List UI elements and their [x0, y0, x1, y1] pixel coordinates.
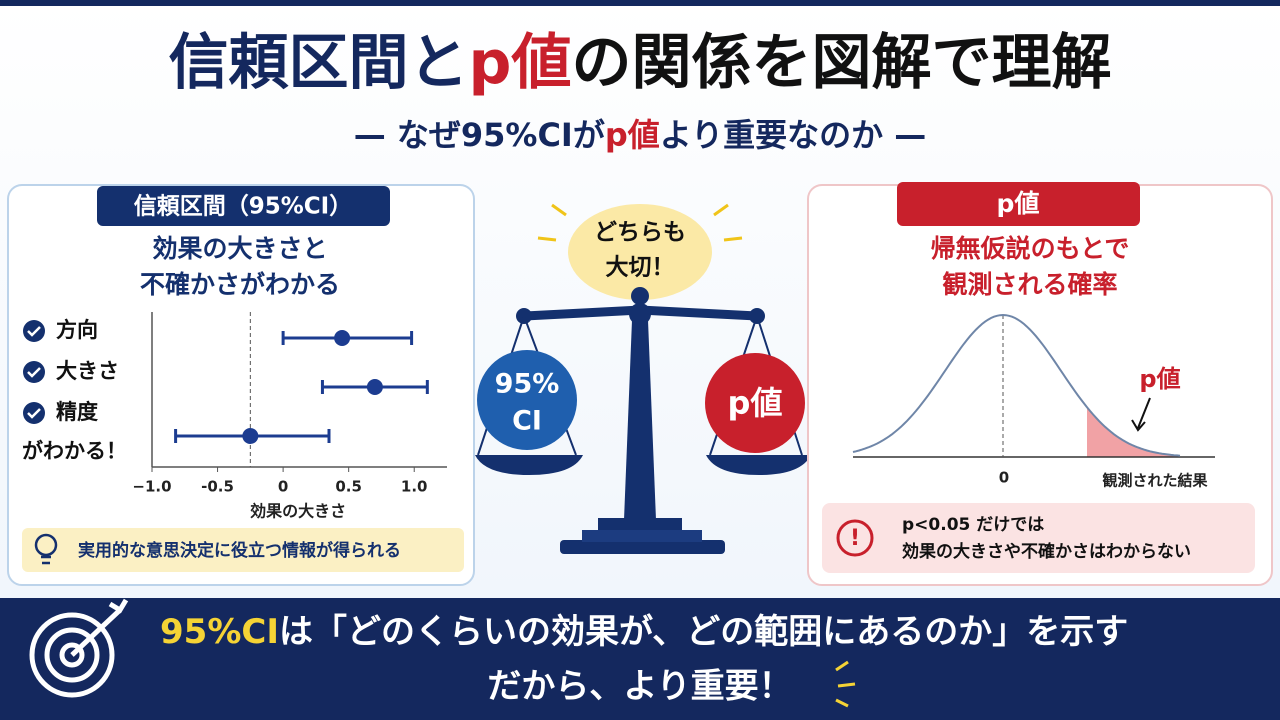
- title-part: の関係を図解で理解: [571, 28, 1111, 98]
- forest-plot: −1.0 -0.5 0 0.5 1.0 効果の大きさ: [132, 312, 447, 521]
- subtitle-part: より重要なのか —: [660, 116, 927, 154]
- target-icon: [29, 598, 129, 698]
- x-tick-label: -0.5: [201, 478, 234, 496]
- distribution: [852, 313, 1215, 458]
- warning-icon: [836, 519, 874, 557]
- footer: [0, 598, 1280, 720]
- x-tick-label: 1.0: [401, 478, 428, 496]
- x-tick-label: −1.0: [132, 478, 171, 496]
- check-item: 方向: [56, 318, 98, 342]
- estimate-point: [334, 330, 351, 346]
- subtitle: — なぜ95%CIがp値より重要なのか —: [354, 116, 927, 154]
- note-text: 実用的な意思決定に役立つ情報が得られる: [78, 540, 401, 561]
- footer-line1: 95%CIは「どのくらいの効果が、どの範囲にあるのか」を示す: [160, 612, 1128, 652]
- check-mark: [27, 326, 41, 337]
- check-mark: [27, 408, 41, 419]
- footer-highlight: 95%CI: [160, 612, 279, 652]
- weight-label: CI: [512, 406, 542, 437]
- curve: [852, 313, 1181, 457]
- title-part: 信頼区間と: [169, 28, 469, 98]
- check-icon: [23, 320, 45, 342]
- observed-label: 観測された結果: [1102, 472, 1208, 490]
- right-tag-text: p値: [997, 189, 1040, 218]
- check-icon: [23, 402, 45, 424]
- right-heading: 帰無仮説のもとで: [931, 234, 1130, 263]
- right-tag: [897, 182, 1140, 226]
- check-item: 大きさ: [56, 359, 119, 383]
- left-tag-text: 信頼区間（95%CI）: [134, 193, 353, 220]
- weight-label: p値: [728, 384, 783, 422]
- x-tick-label: 0: [278, 478, 288, 496]
- footer-text: は「どのくらいの効果が、どの範囲にあるのか」を示す: [279, 612, 1128, 652]
- title: 信頼区間とp値の関係を図解で理解: [169, 28, 1112, 98]
- arrow: [1131, 397, 1151, 432]
- check-item: 精度: [56, 400, 98, 424]
- estimate-point: [242, 428, 259, 444]
- right-heading: 観測される確率: [942, 270, 1117, 299]
- spark: [835, 660, 856, 708]
- warning-icon: !: [850, 526, 860, 551]
- subtitle-part: — なぜ95%CIが: [354, 116, 605, 154]
- checklist-footer: がわかる！: [22, 439, 127, 463]
- bubble-text: 大切！: [606, 255, 675, 281]
- left-heading: 不確かさがわかる: [140, 270, 340, 299]
- weight-label: 95%: [495, 369, 560, 400]
- x-axis-label: 効果の大きさ: [250, 502, 346, 521]
- note-box: [22, 528, 464, 572]
- check-mark: [27, 367, 41, 378]
- left-heading: 効果の大きさと: [152, 234, 327, 263]
- scale: どちらも 大切！: [475, 203, 811, 554]
- check-icon: [23, 361, 45, 383]
- curve-label: p値: [1139, 365, 1180, 393]
- warning-text: 効果の大きさや不確かさはわからない: [902, 541, 1191, 562]
- zero-label: 0: [999, 469, 1009, 487]
- bubble: [568, 204, 712, 300]
- title-part: p値: [469, 28, 572, 98]
- bulb-icon: [34, 533, 58, 565]
- tail-area: [1087, 407, 1180, 457]
- estimate-point: [366, 379, 383, 395]
- left-tag: [97, 186, 390, 226]
- bubble-text: どちらも: [594, 220, 686, 246]
- subtitle-part: p値: [605, 116, 660, 154]
- warning-text: p<0.05 だけでは: [902, 515, 1044, 535]
- top-stripe: [0, 0, 1280, 6]
- x-tick-label: 0.5: [335, 478, 362, 496]
- warning-box: [822, 503, 1255, 573]
- left-panel: [7, 184, 475, 586]
- footer-line2: だから、より重要！: [487, 667, 792, 707]
